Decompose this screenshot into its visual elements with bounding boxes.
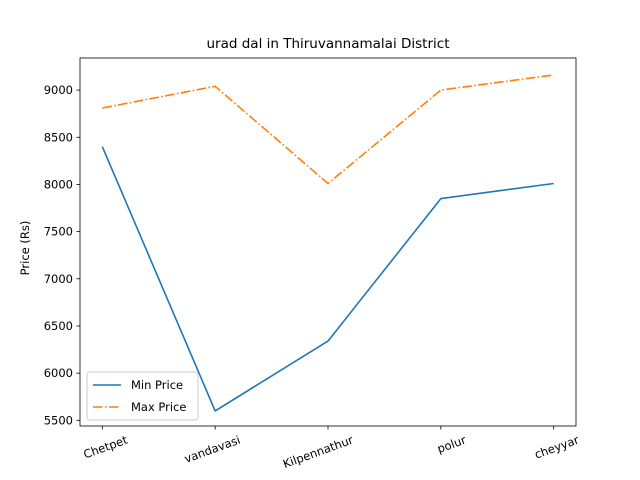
y-tick-label: 7000 xyxy=(44,272,73,286)
y-axis-label: Price (Rs) xyxy=(18,221,32,276)
legend: Min Price Max Price xyxy=(86,371,199,421)
y-tick-label: 8000 xyxy=(44,177,73,191)
series-line-1 xyxy=(102,74,554,185)
series-line-0 xyxy=(101,146,554,412)
chart-title: urad dal in Thiruvannamalai District xyxy=(206,36,449,52)
x-tick-label: cheyyar xyxy=(533,433,581,462)
y-tick-label: 7500 xyxy=(44,225,73,239)
legend-label: Min Price xyxy=(131,378,183,392)
x-tick-label: Chetpet xyxy=(82,432,130,461)
axes-frame xyxy=(79,57,577,427)
x-tick-label: polur xyxy=(435,433,468,456)
y-tick-label: 9000 xyxy=(44,83,73,97)
legend-label: Max Price xyxy=(131,400,186,414)
y-tick-label: 8500 xyxy=(44,130,73,144)
legend-box xyxy=(86,371,199,421)
y-tick-label: 6500 xyxy=(44,319,73,333)
x-tick-label: vandavasi xyxy=(182,433,242,466)
y-tick-label: 5500 xyxy=(44,413,73,427)
x-tick-label: Kilpennathur xyxy=(281,433,355,471)
y-tick-label: 6000 xyxy=(44,366,73,380)
